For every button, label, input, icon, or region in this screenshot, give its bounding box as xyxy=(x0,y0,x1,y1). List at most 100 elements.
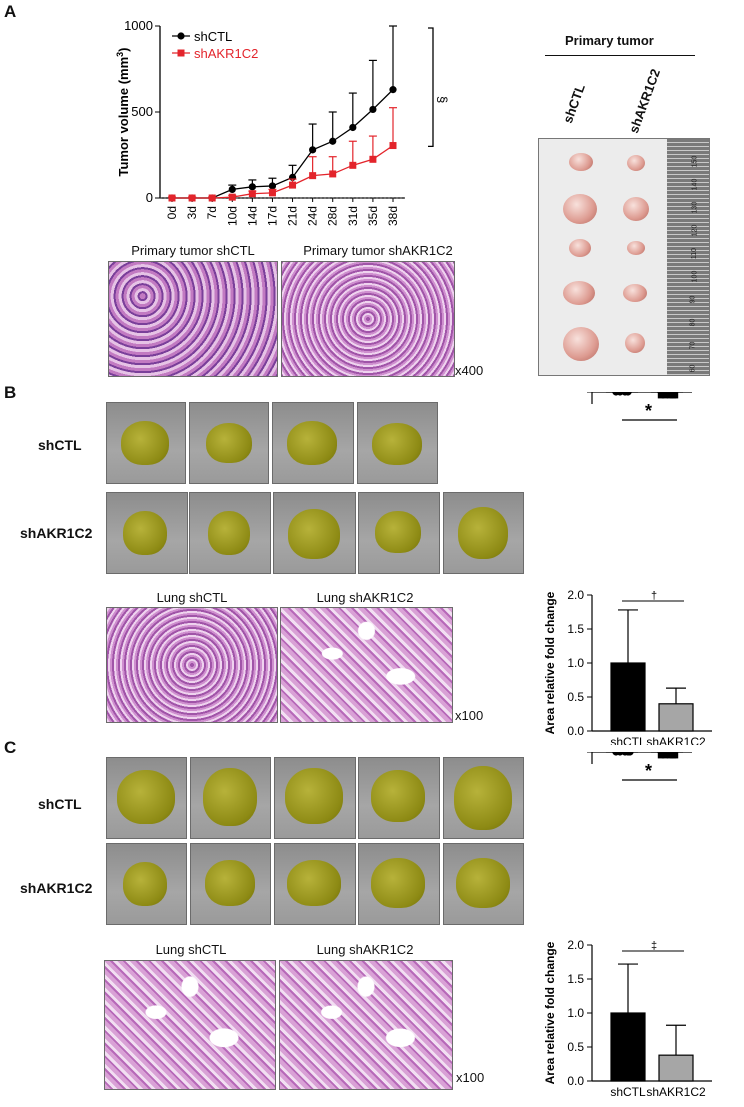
tumor-specimen xyxy=(627,155,645,171)
ruler-mark: 140 xyxy=(691,178,699,191)
y-tick-label: 1.0 xyxy=(567,1006,584,1020)
significance-marker: † xyxy=(651,590,657,602)
y-tick-label: 1.5 xyxy=(567,622,584,636)
histology-label-lung-shakr1c2: Lung shAKR1C2 xyxy=(316,590,414,605)
lung-photo xyxy=(443,757,524,839)
lung-photo xyxy=(106,843,187,925)
chart-b-nodules: 051015shCTLshAKR1C2Lung nodules* xyxy=(536,392,697,421)
x-tick-label: shCTL xyxy=(610,1085,646,1099)
photo-title: Primary tumor xyxy=(565,33,654,48)
y-tick-label: 100 xyxy=(564,752,584,755)
histology-image-lung-shakr1c2 xyxy=(280,607,453,723)
significance-marker: § xyxy=(435,96,450,103)
legend-label: shCTL xyxy=(194,29,232,44)
y-tick-label: 0.5 xyxy=(567,690,584,704)
histology-label-lung-shakr1c2: Lung shAKR1C2 xyxy=(316,942,414,957)
y-tick-label: 5 xyxy=(577,392,584,395)
bar xyxy=(610,1012,646,1082)
histology-image-tumor-shakr1c2 xyxy=(281,261,455,377)
x-tick-label: 10d xyxy=(225,206,239,226)
magnification-label: x100 xyxy=(455,708,484,723)
lung-photo xyxy=(106,492,188,574)
ruler-mark: 80 xyxy=(689,318,697,327)
lung-photo xyxy=(190,757,271,839)
tumor-specimen xyxy=(569,239,591,257)
data-point xyxy=(389,86,397,94)
y-axis-label: Tumor volume (mm3) xyxy=(115,47,131,176)
data-point xyxy=(657,392,665,399)
lung-photo xyxy=(357,402,438,484)
bar xyxy=(658,1054,694,1082)
row-label-shakr1c2: shAKR1C2 xyxy=(20,525,93,541)
panel-letter-b: B xyxy=(4,383,17,402)
tumor-photo: 60 70 80 90 100 110 120 130 140 150 xyxy=(538,138,710,376)
data-point xyxy=(268,182,277,190)
data-point xyxy=(369,155,377,163)
lung-photo xyxy=(443,492,524,574)
data-point xyxy=(657,752,665,759)
histology-label-shctl: Primary tumor shCTL xyxy=(131,243,255,258)
data-point xyxy=(349,123,357,132)
data-point xyxy=(309,146,317,154)
y-tick-label: 50 xyxy=(571,752,585,755)
y-tick-label: 500 xyxy=(131,104,153,119)
chart-b-area: 0.0 0.5 1.0 1.5 2.0 Area relative fold change… xyxy=(543,588,712,745)
histology-label-shakr1c2: Primary tumor shAKR1C2 xyxy=(303,243,453,258)
panel-letter-c: C xyxy=(4,738,17,757)
tumor-specimen xyxy=(563,194,597,224)
significance-marker: * xyxy=(645,401,652,421)
lung-photo xyxy=(272,402,354,484)
lung-photo xyxy=(274,757,356,839)
lung-photo xyxy=(358,843,440,925)
data-point xyxy=(666,392,674,399)
lung-photo xyxy=(358,492,440,574)
data-point xyxy=(228,193,236,201)
lung-photo xyxy=(189,402,269,484)
histology-image-lung-shctl xyxy=(104,960,276,1090)
histology-label-lung-shctl: Lung shCTL xyxy=(155,942,227,957)
y-tick-label: 10 xyxy=(571,392,585,395)
x-tick-label: 24d xyxy=(306,206,320,226)
y-tick-label: 1000 xyxy=(124,18,153,33)
ruler-mark: 110 xyxy=(691,247,699,260)
data-point xyxy=(661,392,669,399)
x-tick-label: 17d xyxy=(265,206,279,226)
x-tick-label: shAKR1C2 xyxy=(646,1085,706,1099)
data-point xyxy=(626,752,634,756)
data-point xyxy=(289,181,297,189)
data-point xyxy=(309,172,317,180)
data-point xyxy=(208,194,216,202)
ruler-marks: 60 70 80 90 100 110 120 130 140 150 xyxy=(689,139,709,375)
tumor-specimen xyxy=(569,153,593,171)
data-point xyxy=(621,392,629,396)
legend-marker xyxy=(177,49,185,57)
data-point xyxy=(168,194,176,202)
data-point xyxy=(369,105,377,114)
x-tick-label: 3d xyxy=(185,206,199,219)
y-axis-label: Lung nodules xyxy=(536,392,577,395)
y-tick-label: 150 xyxy=(564,752,584,755)
ruler-mark: 70 xyxy=(689,341,697,350)
histology-image-tumor-shctl xyxy=(108,261,278,377)
y-tick-label: 0 xyxy=(577,392,584,395)
x-tick-label: shCTL xyxy=(610,735,646,745)
tumor-specimen xyxy=(563,281,595,305)
y-tick-label: 0 xyxy=(146,190,153,205)
lung-photo xyxy=(106,757,187,839)
x-tick-label: 14d xyxy=(245,206,259,226)
data-point xyxy=(671,752,679,759)
series-line xyxy=(172,89,394,199)
lung-photo xyxy=(443,843,524,925)
tumor-specimen xyxy=(625,333,645,353)
y-tick-label: 0.0 xyxy=(567,1074,584,1088)
significance-marker: * xyxy=(645,761,652,781)
data-point xyxy=(349,161,357,169)
chart-c-area: 0.0 0.5 1.0 1.5 2.0 Area relative fold change… xyxy=(543,938,712,1099)
panel-letter-a: A xyxy=(4,2,17,21)
chart-a-growth: 0 500 1000 0d 3d 7d 10d 14d 17d 21d 24d 28d 31d 35d 38… xyxy=(115,18,450,226)
lung-photo xyxy=(273,492,356,574)
ruler-mark: 90 xyxy=(689,295,697,304)
ruler-mark: 100 xyxy=(691,270,699,283)
data-point xyxy=(228,185,236,193)
photo-title-rule xyxy=(545,55,695,56)
